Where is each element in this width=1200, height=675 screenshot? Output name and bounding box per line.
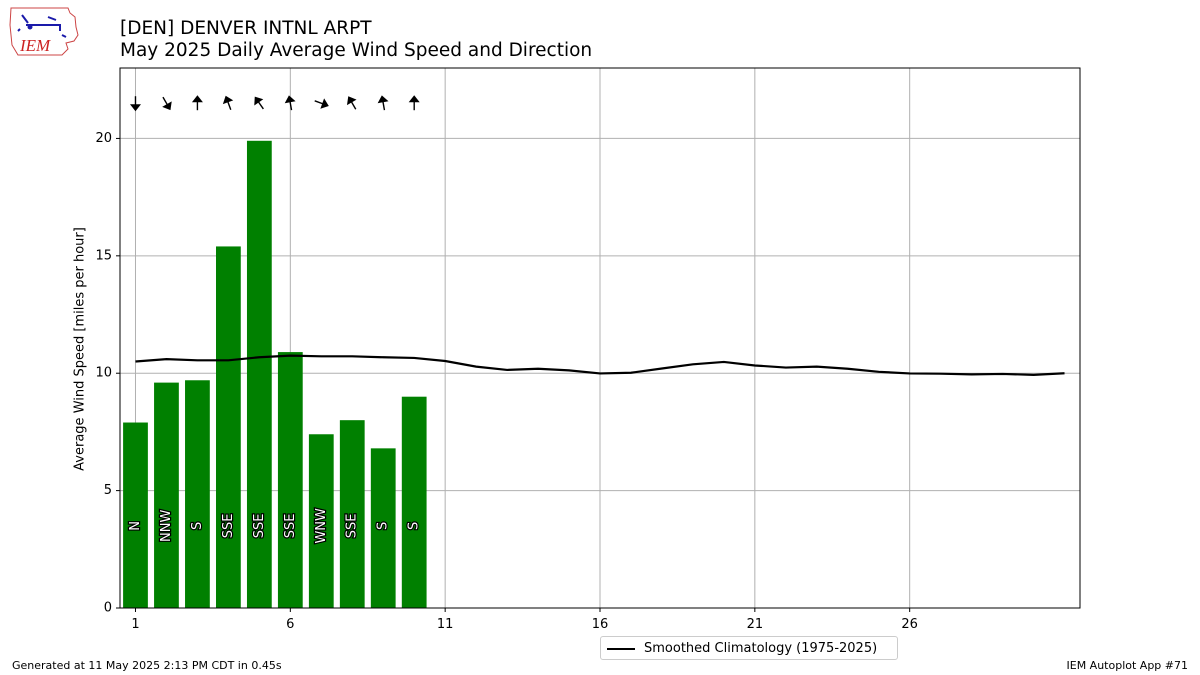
- wind-arrow-head: [129, 104, 141, 112]
- speed-bar: [277, 352, 303, 608]
- speed-bar: [339, 420, 365, 608]
- y-tick-label: 5: [104, 483, 112, 498]
- wind-arrow-head: [162, 101, 172, 111]
- wind-arrow: [377, 95, 389, 111]
- y-tick-label: 15: [95, 248, 112, 263]
- wind-arrow-head: [408, 95, 420, 103]
- legend-line-swatch: [607, 648, 635, 650]
- direction-label: SSE: [283, 513, 298, 538]
- direction-label: WNW: [314, 508, 329, 544]
- x-tick-label: 1: [131, 617, 139, 632]
- climatology-line: [135, 354, 1065, 376]
- direction-label: S: [190, 522, 205, 530]
- direction-label: SSE: [252, 513, 267, 538]
- wind-arrow-head: [346, 96, 357, 106]
- iem-logo-icon: IEM: [9, 7, 79, 56]
- wind-arrow: [191, 95, 203, 111]
- logo-text: IEM: [19, 36, 51, 55]
- direction-label: SSE: [221, 513, 236, 538]
- y-tick-label: 10: [95, 366, 112, 381]
- wind-arrow: [129, 96, 141, 112]
- x-tick-label: 26: [901, 617, 918, 632]
- wind-arrow: [314, 98, 329, 109]
- chart-legend: Smoothed Climatology (1975-2025): [600, 636, 898, 660]
- y-tick-label: 20: [95, 131, 112, 146]
- wind-arrow: [222, 95, 234, 111]
- direction-label: SSE: [345, 513, 360, 538]
- speed-bar: [246, 140, 272, 609]
- x-tick-label: 21: [747, 617, 764, 632]
- direction-label: S: [407, 522, 422, 530]
- y-axis-label: Average Wind Speed [miles per hour]: [73, 227, 88, 471]
- wind-arrow: [254, 96, 264, 110]
- legend-label: Smoothed Climatology (1975-2025): [644, 641, 878, 656]
- wind-arrow: [162, 96, 172, 111]
- speed-bar: [185, 380, 210, 608]
- direction-label: S: [376, 522, 391, 530]
- generated-timestamp: Generated at 11 May 2025 2:13 PM CDT in …: [12, 659, 282, 672]
- speed-bar: [216, 246, 241, 608]
- x-tick-label: 6: [286, 617, 294, 632]
- direction-label: N: [128, 521, 143, 531]
- y-tick-label: 0: [104, 601, 112, 616]
- title-subtitle: May 2025 Daily Average Wind Speed and Di…: [120, 40, 593, 61]
- speed-bar: [308, 434, 334, 608]
- app-label: IEM Autoplot App #71: [1066, 659, 1189, 672]
- x-tick-label: 16: [592, 617, 609, 632]
- wind-arrow-head: [320, 98, 329, 109]
- wind-arrow-head: [377, 95, 389, 104]
- wind-arrow-head: [222, 95, 234, 105]
- title-station: [DEN] DENVER INTNL ARPT: [120, 18, 372, 39]
- wind-arrow-head: [284, 95, 296, 104]
- x-tick-label: 11: [437, 617, 454, 632]
- speed-bar: [401, 396, 427, 608]
- wind-arrow: [346, 96, 357, 110]
- speed-bar: [370, 448, 396, 608]
- wind-arrow: [284, 95, 296, 111]
- wind-arrow-head: [191, 95, 203, 103]
- direction-label: NNW: [159, 510, 174, 542]
- speed-bar: [123, 422, 148, 608]
- wind-arrow: [408, 95, 420, 111]
- chart-title: [DEN] DENVER INTNL ARPT May 2025 Daily A…: [120, 18, 592, 62]
- wind-arrow-head: [254, 96, 264, 106]
- speed-bar: [154, 382, 179, 608]
